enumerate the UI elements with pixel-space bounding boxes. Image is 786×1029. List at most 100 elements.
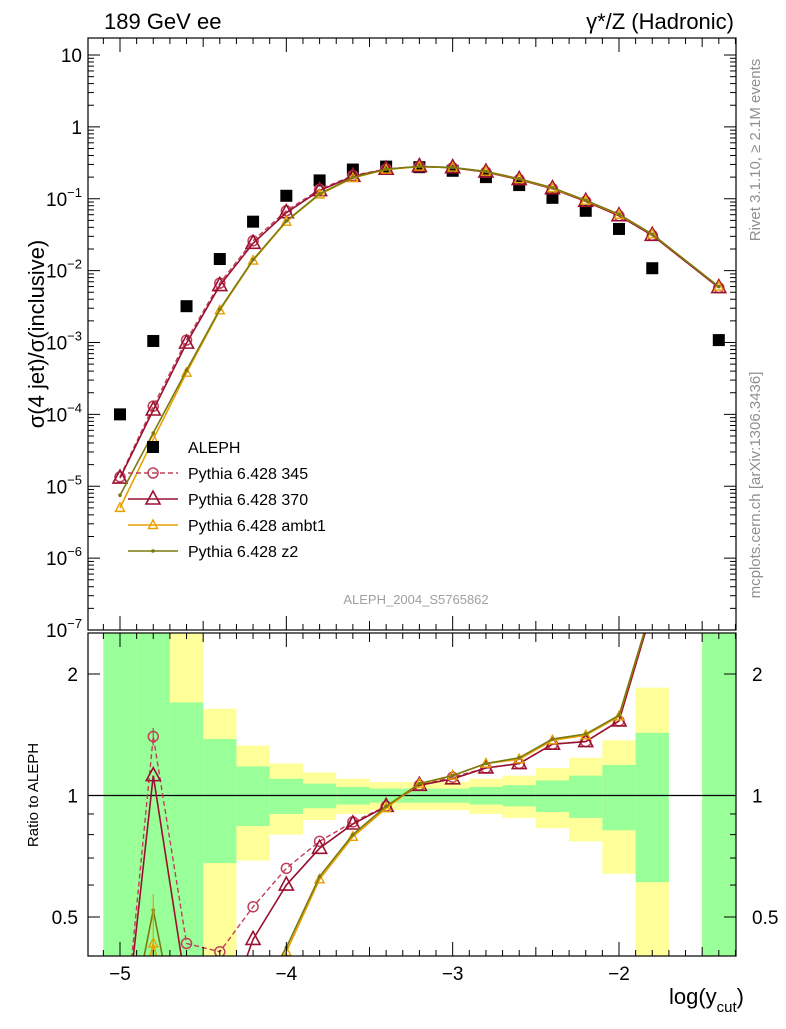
ratio-point-p370: [277, 875, 295, 891]
x-tick-label: −4: [275, 964, 297, 985]
x-axis-label-main: log(y: [669, 984, 717, 1009]
main-y-label: σ(4 jet)/σ(inclusive): [24, 240, 49, 429]
x-tick-label: −3: [442, 964, 464, 985]
legend-marker-z2: [151, 549, 155, 553]
ratio-point-z2: [550, 737, 555, 741]
point-z2: [384, 167, 388, 171]
legend-label-p345: Pythia 6.428 345: [188, 466, 308, 483]
point-z2: [617, 212, 621, 216]
x-axis-label-end: ): [737, 984, 744, 1009]
ratio-y-label: Ratio to ALEPH: [25, 743, 42, 847]
ratio-y-tick-label: 2: [67, 665, 78, 686]
ratio-point-p345: [280, 862, 293, 875]
legend-entry-ambt1: Pythia 6.428 ambt1: [128, 518, 326, 535]
ratio-point-z2: [384, 804, 388, 809]
band-inner-14: [569, 775, 603, 818]
main-y-tick-label: 1: [71, 118, 82, 139]
main-y-tick-label-mantissa: 10: [46, 190, 67, 211]
point-z2: [550, 186, 555, 190]
point-p370: [211, 275, 229, 292]
point-aleph: [213, 253, 226, 266]
ratio-point-z2: [450, 773, 455, 778]
legend-label-p370: Pythia 6.428 370: [188, 492, 308, 509]
point-z2: [251, 257, 255, 262]
point-p370: [244, 233, 262, 250]
main-y-tick-label-exponent: −5: [67, 472, 82, 487]
main-y-tick-label: 10−3: [46, 329, 82, 355]
ratio-point-z2: [351, 832, 355, 837]
point-p370: [178, 333, 195, 349]
point-ambt1: [313, 187, 326, 199]
main-y-tick-label: 10−6: [46, 544, 82, 570]
main-y-tick-label-mantissa: 10: [46, 549, 67, 570]
main-y-tick-label-mantissa: 10: [46, 405, 67, 426]
rivet-label: Rivet 3.1.10, ≥ 2.1M events: [747, 59, 764, 242]
point-ambt1: [180, 366, 193, 377]
legend: ALEPH Pythia 6.428 345 Pythia 6.428 370 Pyt…: [128, 440, 326, 561]
band-inner-3: [203, 739, 237, 864]
point-aleph: [180, 300, 193, 313]
legend-marker-ambt1: [147, 518, 159, 530]
band-inner-16: [635, 732, 669, 883]
main-y-tick-label: 10−4: [46, 400, 82, 426]
band-inner-13: [535, 780, 570, 813]
band-inner-4: [236, 766, 270, 827]
legend-entry-aleph: ALEPH: [147, 440, 240, 457]
ratio-series: [131, 633, 646, 956]
ratio-point-z2: [583, 732, 588, 736]
main-y-tick-label-exponent: −3: [67, 329, 82, 344]
band-inner-1: [136, 633, 170, 956]
band-inner-5: [269, 778, 303, 814]
point-z2: [417, 164, 422, 169]
main-series: [111, 156, 728, 513]
legend-marker-p345: [147, 467, 159, 479]
main-y-tick-label: 10: [61, 46, 82, 67]
point-p370: [444, 158, 462, 174]
line-z2: [119, 165, 720, 496]
x-tick-label: −2: [608, 964, 630, 985]
ratio-point-p370: [344, 814, 362, 830]
ratio-point-p345: [180, 937, 193, 950]
main-y-tick-label-exponent: −4: [67, 400, 82, 415]
point-aleph: [579, 204, 592, 217]
main-y-tick-label-mantissa: 10: [46, 477, 67, 498]
main-y-tick-label: 10−5: [46, 472, 82, 498]
point-z2: [284, 219, 289, 223]
ratio-plot: −5 −4 −3 −2 0.5 0.5 1 1 2 2: [52, 38, 779, 985]
point-p370: [111, 468, 129, 484]
point-z2: [184, 368, 189, 373]
ratio-point-z2: [484, 761, 488, 766]
point-aleph: [247, 215, 260, 228]
point-p370: [377, 159, 395, 175]
band-inner-2: [169, 702, 204, 956]
point-aleph: [712, 334, 725, 347]
point-z2: [650, 232, 655, 237]
point-ambt1: [214, 303, 226, 315]
x-ticks: −5 −4 −3 −2: [102, 38, 736, 985]
main-y-tick-label-exponent: −2: [67, 257, 82, 272]
ratio-point-z2: [317, 874, 322, 879]
line-p345: [119, 165, 720, 478]
ratio-point-p345: [247, 901, 259, 913]
point-p370: [610, 206, 628, 222]
ratio-point-ambt1: [347, 830, 359, 842]
legend-label-aleph: ALEPH: [188, 440, 240, 457]
main-y-tick-label-exponent: −6: [67, 544, 82, 559]
main-y-tick-label-mantissa: 10: [61, 46, 82, 67]
point-ambt1: [247, 254, 259, 265]
ratio-point-p370: [244, 929, 262, 946]
main-y-tick-label: 10−2: [46, 257, 82, 283]
main-y-tick-label: 10−1: [46, 185, 82, 211]
ratio-y-ticks: 0.5 0.5 1 1 2 2: [52, 665, 779, 929]
ratio-point-p345: [313, 835, 326, 848]
ratio-point-ambt1: [313, 872, 326, 884]
legend-label-z2: Pythia 6.428 z2: [188, 544, 298, 561]
ratio-point-z2: [517, 755, 521, 760]
ratio-y-tick-label: 0.5: [52, 908, 78, 929]
point-z2: [517, 176, 521, 181]
main-y-tick-label-mantissa: 10: [46, 621, 67, 642]
line-p370: [119, 165, 720, 479]
ratio-line-z2: [143, 633, 645, 956]
